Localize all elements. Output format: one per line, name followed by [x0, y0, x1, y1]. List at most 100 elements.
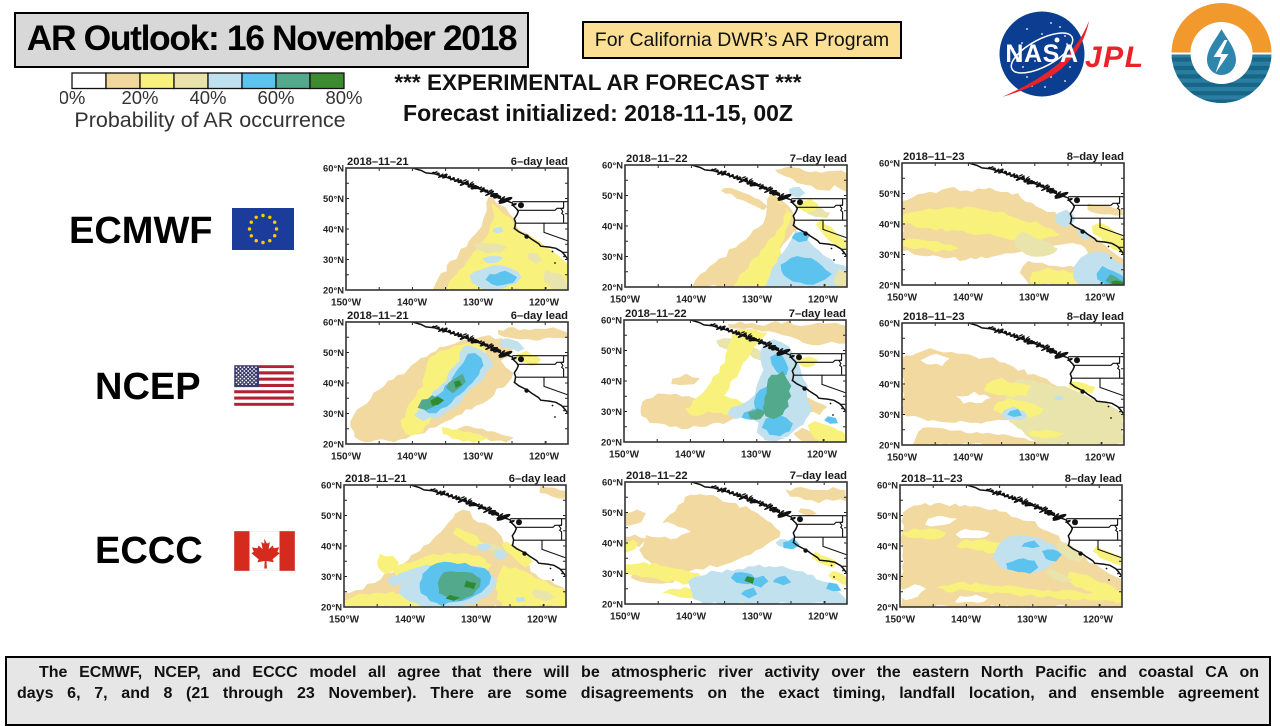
svg-text:140°W: 140°W — [953, 293, 984, 304]
svg-text:150°W: 150°W — [887, 293, 918, 304]
svg-text:20%: 20% — [121, 87, 158, 108]
svg-text:30°N: 30°N — [323, 408, 344, 419]
svg-text:2018–11–21: 2018–11–21 — [347, 310, 409, 322]
svg-text:150°W: 150°W — [331, 452, 362, 463]
svg-text:130°W: 130°W — [742, 612, 773, 623]
svg-text:60%: 60% — [257, 87, 294, 108]
svg-text:40°N: 40°N — [602, 221, 623, 232]
svg-text:30°N: 30°N — [321, 571, 342, 582]
svg-text:60°N: 60°N — [601, 315, 622, 326]
svg-text:150°W: 150°W — [331, 298, 362, 309]
svg-text:140°W: 140°W — [676, 612, 707, 623]
svg-text:150°W: 150°W — [885, 615, 916, 626]
svg-text:30°N: 30°N — [879, 409, 900, 420]
svg-text:50°N: 50°N — [323, 193, 344, 204]
svg-text:40°N: 40°N — [877, 541, 898, 552]
svg-text:2018–11–23: 2018–11–23 — [903, 151, 965, 163]
svg-text:60°N: 60°N — [602, 160, 623, 171]
svg-text:20°N: 20°N — [877, 602, 898, 613]
svg-text:60°N: 60°N — [877, 480, 898, 491]
svg-text:40°N: 40°N — [323, 224, 344, 235]
svg-text:120°W: 120°W — [807, 450, 838, 461]
svg-text:6–day lead: 6–day lead — [511, 310, 568, 322]
svg-text:130°W: 130°W — [1019, 453, 1050, 464]
svg-text:2018–11–22: 2018–11–22 — [626, 153, 688, 165]
svg-text:8–day lead: 8–day lead — [1067, 311, 1124, 323]
svg-text:NASA: NASA — [1005, 40, 1078, 68]
svg-text:40°N: 40°N — [602, 538, 623, 549]
svg-text:20°N: 20°N — [879, 280, 900, 291]
svg-text:150°W: 150°W — [887, 453, 918, 464]
svg-text:140°W: 140°W — [675, 450, 706, 461]
svg-text:6–day lead: 6–day lead — [511, 156, 568, 168]
svg-text:40°N: 40°N — [879, 219, 900, 230]
svg-text:140°W: 140°W — [395, 615, 426, 626]
svg-text:140°W: 140°W — [397, 452, 428, 463]
svg-text:6–day lead: 6–day lead — [509, 473, 566, 485]
svg-text:8–day lead: 8–day lead — [1067, 151, 1124, 163]
svg-text:140°W: 140°W — [397, 298, 428, 309]
svg-text:120°W: 120°W — [1085, 453, 1116, 464]
svg-text:Probability of AR occurrence: Probability of AR occurrence — [74, 108, 345, 132]
svg-text:20°N: 20°N — [602, 282, 623, 293]
svg-text:40°N: 40°N — [601, 376, 622, 387]
svg-text:60°N: 60°N — [323, 317, 344, 328]
svg-text:140°W: 140°W — [953, 453, 984, 464]
svg-text:30°N: 30°N — [879, 249, 900, 260]
svg-text:120°W: 120°W — [808, 612, 839, 623]
svg-text:20°N: 20°N — [323, 285, 344, 296]
svg-text:7–day lead: 7–day lead — [789, 308, 846, 320]
svg-text:2018–11–22: 2018–11–22 — [625, 308, 687, 320]
svg-text:30°N: 30°N — [877, 571, 898, 582]
svg-text:50°N: 50°N — [602, 507, 623, 518]
svg-text:30°N: 30°N — [601, 406, 622, 417]
svg-text:20°N: 20°N — [601, 437, 622, 448]
svg-text:50°N: 50°N — [879, 348, 900, 359]
svg-text:60°N: 60°N — [323, 163, 344, 174]
svg-text:130°W: 130°W — [742, 295, 773, 306]
svg-text:120°W: 120°W — [529, 452, 560, 463]
svg-text:2018–11–22: 2018–11–22 — [626, 470, 688, 482]
svg-text:150°W: 150°W — [329, 615, 360, 626]
svg-text:150°W: 150°W — [610, 612, 641, 623]
svg-text:150°W: 150°W — [609, 450, 640, 461]
svg-text:130°W: 130°W — [1017, 615, 1048, 626]
svg-text:2018–11–21: 2018–11–21 — [345, 473, 407, 485]
svg-text:40°N: 40°N — [321, 541, 342, 552]
svg-text:20°N: 20°N — [323, 439, 344, 450]
svg-text:60°N: 60°N — [879, 318, 900, 329]
svg-text:130°W: 130°W — [463, 452, 494, 463]
svg-text:40°N: 40°N — [323, 378, 344, 389]
svg-text:7–day lead: 7–day lead — [790, 153, 847, 165]
svg-text:130°W: 130°W — [463, 298, 494, 309]
svg-text:20°N: 20°N — [321, 602, 342, 613]
svg-text:120°W: 120°W — [1083, 615, 1114, 626]
svg-text:130°W: 130°W — [1019, 293, 1050, 304]
svg-text:140°W: 140°W — [676, 295, 707, 306]
svg-text:2018–11–21: 2018–11–21 — [347, 156, 409, 168]
svg-text:60°N: 60°N — [879, 158, 900, 169]
svg-text:8–day lead: 8–day lead — [1065, 473, 1122, 485]
svg-text:7–day lead: 7–day lead — [790, 470, 847, 482]
svg-text:2018–11–23: 2018–11–23 — [903, 311, 965, 323]
svg-text:150°W: 150°W — [610, 295, 641, 306]
svg-text:80%: 80% — [325, 87, 362, 108]
svg-text:50°N: 50°N — [601, 345, 622, 356]
svg-text:2018–11–23: 2018–11–23 — [901, 473, 963, 485]
svg-text:50°N: 50°N — [879, 188, 900, 199]
svg-text:120°W: 120°W — [808, 295, 839, 306]
svg-text:120°W: 120°W — [527, 615, 558, 626]
svg-text:120°W: 120°W — [529, 298, 560, 309]
svg-text:130°W: 130°W — [741, 450, 772, 461]
svg-text:20°N: 20°N — [602, 599, 623, 610]
svg-text:60°N: 60°N — [321, 480, 342, 491]
svg-text:50°N: 50°N — [323, 347, 344, 358]
svg-text:30°N: 30°N — [602, 251, 623, 262]
svg-text:40°N: 40°N — [879, 379, 900, 390]
svg-text:40%: 40% — [189, 87, 226, 108]
svg-text:30°N: 30°N — [602, 568, 623, 579]
svg-text:JPL: JPL — [1085, 41, 1145, 74]
svg-text:0%: 0% — [60, 87, 85, 108]
svg-text:50°N: 50°N — [602, 190, 623, 201]
svg-text:120°W: 120°W — [1085, 293, 1116, 304]
